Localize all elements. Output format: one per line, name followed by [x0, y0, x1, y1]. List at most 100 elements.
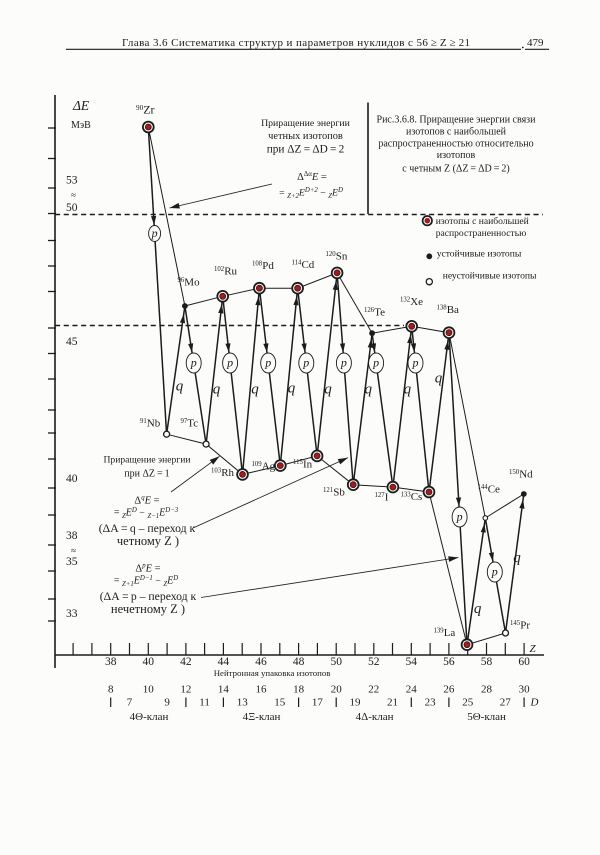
svg-text:10: 10 — [143, 684, 155, 696]
svg-text:48: 48 — [293, 656, 305, 668]
svg-text:p: p — [264, 356, 271, 370]
svg-text:19: 19 — [350, 697, 362, 709]
svg-text:102Ru: 102Ru — [214, 266, 238, 278]
svg-text:24: 24 — [406, 684, 418, 696]
svg-text:50: 50 — [66, 202, 78, 214]
svg-text:четному Z ): четному Z ) — [117, 534, 179, 548]
svg-text:q: q — [474, 601, 482, 617]
svg-text:с четным Z (ΔZ = ΔD = 2): с четным Z (ΔZ = ΔD = 2) — [402, 164, 509, 175]
svg-text:(ΔA = p – переход к: (ΔA = p – переход к — [100, 590, 197, 603]
svg-text:p: p — [151, 226, 158, 240]
svg-text:Глава 3.6 Систематика структур: Глава 3.6 Систематика структур и парамет… — [122, 37, 470, 49]
svg-text:при ΔZ = 1: при ΔZ = 1 — [124, 469, 169, 480]
svg-text:120Sn: 120Sn — [326, 251, 348, 263]
svg-text:q: q — [176, 379, 184, 395]
svg-text:p: p — [372, 356, 379, 370]
svg-text:q: q — [364, 382, 372, 398]
svg-text:109Ag: 109Ag — [252, 461, 276, 473]
svg-text:60: 60 — [518, 656, 530, 668]
svg-text:распространенностью относитель: распространенностью относительно — [378, 139, 533, 150]
svg-text:17: 17 — [312, 697, 324, 709]
svg-text:p: p — [190, 356, 197, 370]
svg-text:МэВ: МэВ — [71, 120, 91, 131]
svg-text:Приращение энергии: Приращение энергии — [104, 455, 191, 466]
svg-text:4Ξ-клан: 4Ξ-клан — [243, 711, 281, 723]
svg-text:5Θ-клан: 5Θ-клан — [467, 711, 506, 723]
svg-text:11: 11 — [199, 697, 210, 709]
svg-text:p: p — [412, 356, 419, 370]
svg-text:127I: 127I — [375, 492, 389, 504]
svg-text:p: p — [340, 356, 347, 370]
svg-text:103Rh: 103Rh — [211, 467, 235, 479]
svg-text:9: 9 — [164, 697, 170, 709]
svg-text:14: 14 — [218, 684, 230, 696]
svg-text:q: q — [213, 382, 221, 398]
svg-text:144Ce: 144Ce — [478, 484, 501, 496]
svg-text:25: 25 — [462, 697, 474, 709]
svg-text:40: 40 — [143, 656, 155, 668]
svg-text:58: 58 — [481, 656, 493, 668]
svg-text:138Ba: 138Ba — [437, 304, 460, 316]
svg-text:q: q — [251, 382, 259, 398]
svg-text:7: 7 — [127, 697, 133, 709]
svg-text:8: 8 — [108, 684, 114, 696]
svg-text:ΔqE =: ΔqE = — [134, 495, 159, 507]
svg-text:91Nb: 91Nb — [140, 418, 161, 430]
svg-text:Z: Z — [530, 643, 537, 655]
svg-text:изотопов: изотопов — [437, 150, 476, 161]
svg-text:28: 28 — [481, 684, 493, 696]
svg-text:45: 45 — [66, 336, 78, 348]
svg-text:40: 40 — [66, 473, 78, 485]
svg-text:22: 22 — [368, 684, 379, 696]
svg-text:56: 56 — [443, 656, 455, 668]
svg-text:50: 50 — [330, 656, 342, 668]
svg-text:q: q — [513, 550, 521, 566]
svg-text:ΔE: ΔE — [72, 98, 90, 113]
svg-text:97Tc: 97Tc — [181, 418, 199, 430]
svg-text:p: p — [491, 565, 498, 579]
svg-text:21: 21 — [387, 697, 398, 709]
svg-text:q: q — [288, 381, 296, 397]
svg-text:4Θ-клан: 4Θ-клан — [130, 711, 169, 723]
svg-text:≈: ≈ — [71, 546, 76, 556]
svg-text:23: 23 — [425, 697, 437, 709]
svg-text:479: 479 — [527, 37, 544, 49]
svg-text:90Zr: 90Zr — [136, 103, 155, 117]
svg-text:38: 38 — [66, 530, 78, 542]
svg-text:18: 18 — [293, 684, 305, 696]
svg-text:27: 27 — [500, 697, 512, 709]
svg-text:35: 35 — [66, 556, 78, 568]
svg-text:38: 38 — [105, 656, 117, 668]
svg-text:132Xe: 132Xe — [400, 296, 423, 308]
svg-text:53: 53 — [66, 175, 78, 187]
svg-text:Рис.3.6.8. Приращение энергии: Рис.3.6.8. Приращение энергии связи — [377, 115, 537, 126]
svg-text:121Sb: 121Sb — [323, 487, 345, 499]
svg-text:изотопы с наибольшей: изотопы с наибольшей — [436, 216, 529, 227]
svg-text:нечетному Z ): нечетному Z ) — [111, 602, 185, 616]
svg-text:Приращение энергии: Приращение энергии — [261, 118, 351, 129]
svg-text:52: 52 — [368, 656, 380, 668]
svg-text:12: 12 — [180, 684, 191, 696]
svg-text:26: 26 — [443, 684, 455, 696]
svg-text:145Pr: 145Pr — [510, 620, 530, 632]
svg-text:150Nd: 150Nd — [509, 469, 533, 481]
svg-text:ΔpE =: ΔpE = — [135, 563, 160, 575]
svg-text:устойчивые изотопы: устойчивые изотопы — [437, 249, 522, 260]
svg-text:96Mo: 96Mo — [178, 277, 201, 289]
svg-text:13: 13 — [237, 697, 249, 709]
svg-text:при ΔZ = ΔD = 2: при ΔZ = ΔD = 2 — [267, 144, 345, 156]
svg-text:133Cs: 133Cs — [401, 491, 423, 503]
svg-text:108Pd: 108Pd — [252, 260, 274, 272]
svg-text:33: 33 — [66, 608, 78, 620]
svg-text:114Cd: 114Cd — [292, 259, 315, 271]
svg-text:44: 44 — [218, 656, 230, 668]
svg-text:42: 42 — [180, 656, 192, 668]
svg-text:четных изотопов: четных изотопов — [268, 131, 343, 142]
svg-text:30: 30 — [519, 684, 531, 696]
svg-text:p: p — [302, 356, 309, 370]
svg-text:(ΔA = q – переход к: (ΔA = q – переход к — [99, 522, 196, 535]
svg-text:139La: 139La — [434, 627, 456, 639]
svg-text:126Te: 126Te — [364, 307, 385, 319]
svg-text:54: 54 — [406, 656, 418, 668]
svg-text:115In: 115In — [293, 459, 313, 471]
